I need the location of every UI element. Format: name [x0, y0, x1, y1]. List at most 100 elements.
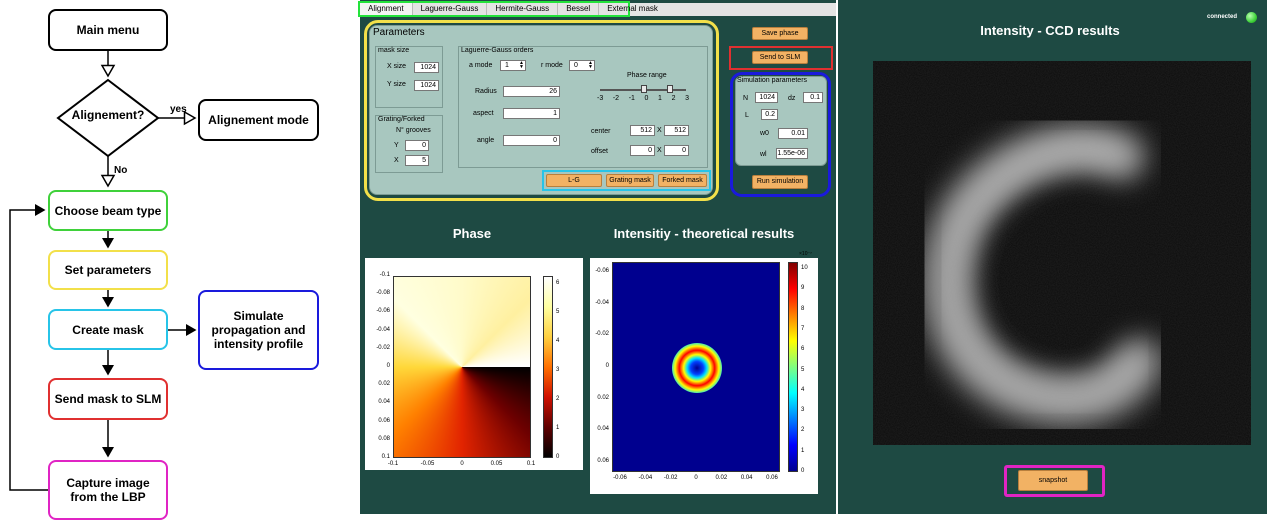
fc-alignment-mode: Alignement mode — [198, 99, 319, 141]
center-x-input[interactable]: 512 — [630, 125, 655, 136]
tab-bessel[interactable]: Bessel — [558, 3, 600, 15]
fc-capture: Capture image from the LBP — [48, 460, 168, 520]
r-mode-label: r mode — [541, 62, 563, 69]
axis-tick-label: 4 — [801, 386, 805, 393]
fc-send-mask-label: Send mask to SLM — [54, 392, 162, 406]
a-mode-spinner[interactable]: 1 ▲ ▼ — [500, 60, 526, 71]
axis-tick-label: -0.04 — [595, 299, 609, 306]
axis-tick-label: 10 — [801, 265, 808, 271]
axis-tick-label: 1 — [556, 425, 560, 431]
grating-mask-button[interactable]: Grating mask — [606, 174, 654, 187]
offset-sep: X — [657, 147, 662, 154]
fc-capture-label: Capture image from the LBP — [66, 476, 150, 504]
offset-y-input[interactable]: 0 — [664, 145, 689, 156]
phase-tick: 2 — [671, 95, 676, 102]
center-y-input[interactable]: 512 — [664, 125, 689, 136]
phase-colorbar — [543, 276, 553, 458]
axis-tick-label: 6 — [801, 346, 805, 353]
phase-tick: 0 — [644, 95, 649, 102]
n-input[interactable]: 1024 — [755, 92, 778, 103]
wl-label: wl — [760, 151, 767, 158]
tab-bar: Alignment Laguerre-Gauss Hermite-Gauss B… — [358, 1, 658, 17]
axis-tick-label: -0.02 — [376, 344, 390, 351]
fc-main-menu: Main menu — [48, 9, 168, 51]
axis-tick-label: 0.1 — [526, 461, 536, 467]
axis-tick-label: 0.04 — [378, 399, 390, 406]
axis-tick-label: 0 — [605, 363, 609, 369]
axis-tick-label: 0.02 — [715, 475, 728, 481]
snapshot-button[interactable]: snapshot — [1018, 470, 1088, 491]
grating-y-input[interactable]: 0 — [405, 140, 429, 151]
parameters-title: Parameters — [373, 27, 425, 38]
phase-range-max-handle[interactable] — [667, 85, 673, 93]
w0-label: w0 — [760, 130, 769, 137]
axis-tick-label: -0.1 — [387, 461, 399, 467]
tab-hermite-gauss[interactable]: Hermite-Gauss — [487, 3, 559, 15]
angle-input[interactable]: 0 — [503, 135, 560, 146]
phase-tick: 3 — [685, 95, 689, 102]
fc-set-params: Set parameters — [48, 250, 168, 290]
grating-x-label: X — [394, 157, 399, 164]
lg-mask-button[interactable]: L-G — [546, 174, 602, 187]
l-input[interactable]: 0.2 — [761, 109, 778, 120]
wl-input[interactable]: 1.55e-06 — [776, 148, 808, 159]
a-mode-label: a mode — [469, 62, 493, 69]
intensity-heatmap — [612, 262, 780, 472]
intensity-colorbar — [788, 262, 798, 472]
mask-size-group — [375, 46, 443, 108]
grooves-label: N° grooves — [396, 127, 431, 134]
axis-tick-label: 0.06 — [378, 417, 390, 424]
save-phase-button[interactable]: Save phase — [752, 27, 808, 40]
phase-range-min-handle[interactable] — [641, 85, 647, 93]
phase-range-ticks: -3 -2 -1 0 1 2 3 — [597, 95, 689, 104]
offset-x-input[interactable]: 0 — [630, 145, 655, 156]
a-mode-spin-icon[interactable]: ▲ ▼ — [519, 60, 524, 70]
radius-label: Radius — [475, 88, 497, 95]
intensity-donut — [672, 343, 722, 393]
fc-send-mask: Send mask to SLM — [48, 378, 168, 420]
l-label: L — [745, 112, 749, 119]
axis-tick-label: 7 — [801, 325, 805, 332]
axis-tick-label: -0.06 — [595, 268, 609, 274]
axis-tick-label: 0 — [801, 468, 805, 474]
fc-no-label: No — [114, 165, 128, 176]
simulation-parameters-title: Simulation parameters — [737, 77, 808, 84]
mask-buttons-highlight — [542, 170, 711, 191]
axis-tick-label: 2 — [556, 396, 560, 402]
aspect-input[interactable]: 1 — [503, 108, 560, 119]
tab-laguerre-gauss[interactable]: Laguerre-Gauss — [413, 3, 488, 15]
phase-tick: -2 — [612, 95, 620, 102]
y-size-input[interactable]: 1024 — [414, 80, 439, 91]
send-to-slm-button[interactable]: Send to SLM — [752, 51, 808, 64]
x-size-input[interactable]: 1024 — [414, 62, 439, 73]
ccd-image — [873, 61, 1251, 445]
x-size-label: X size — [387, 63, 407, 70]
axis-tick-label: 2 — [801, 427, 805, 434]
axis-tick-label: 0.02 — [597, 394, 609, 401]
r-mode-spinner[interactable]: 0 ▲ ▼ — [569, 60, 595, 71]
radius-input[interactable]: 26 — [503, 86, 560, 97]
axis-tick-label: -0.02 — [595, 331, 609, 338]
tab-external-mask[interactable]: External mask — [607, 4, 658, 13]
dz-input[interactable]: 0.1 — [803, 92, 823, 103]
tab-alignment[interactable]: Alignment — [360, 3, 413, 15]
axis-tick-label: 0 — [556, 454, 560, 460]
axis-tick-label: 0 — [694, 475, 698, 481]
run-simulation-button[interactable]: Run simulation — [752, 175, 808, 189]
axis-tick-label: 8 — [801, 305, 805, 312]
w0-input[interactable]: 0.01 — [778, 128, 808, 139]
fc-set-params-label: Set parameters — [64, 263, 152, 277]
snapshot-highlight — [1004, 465, 1105, 497]
fc-simulate: Simulate propagation and intensity profi… — [198, 290, 319, 370]
phase-heatmap — [393, 276, 531, 458]
dz-label: dz — [788, 95, 796, 102]
axis-tick-label: 0.08 — [378, 435, 390, 442]
phase-tick: -1 — [628, 95, 635, 102]
axis-tick-label: 0.06 — [597, 458, 609, 464]
r-mode-spin-icon[interactable]: ▲ ▼ — [588, 60, 593, 70]
grating-x-input[interactable]: 5 — [405, 155, 429, 166]
forked-mask-button[interactable]: Forked mask — [658, 174, 707, 187]
connection-status-label: connected — [1207, 14, 1238, 20]
phase-tick: -3 — [597, 95, 604, 102]
axis-tick-label: 5 — [556, 309, 560, 315]
